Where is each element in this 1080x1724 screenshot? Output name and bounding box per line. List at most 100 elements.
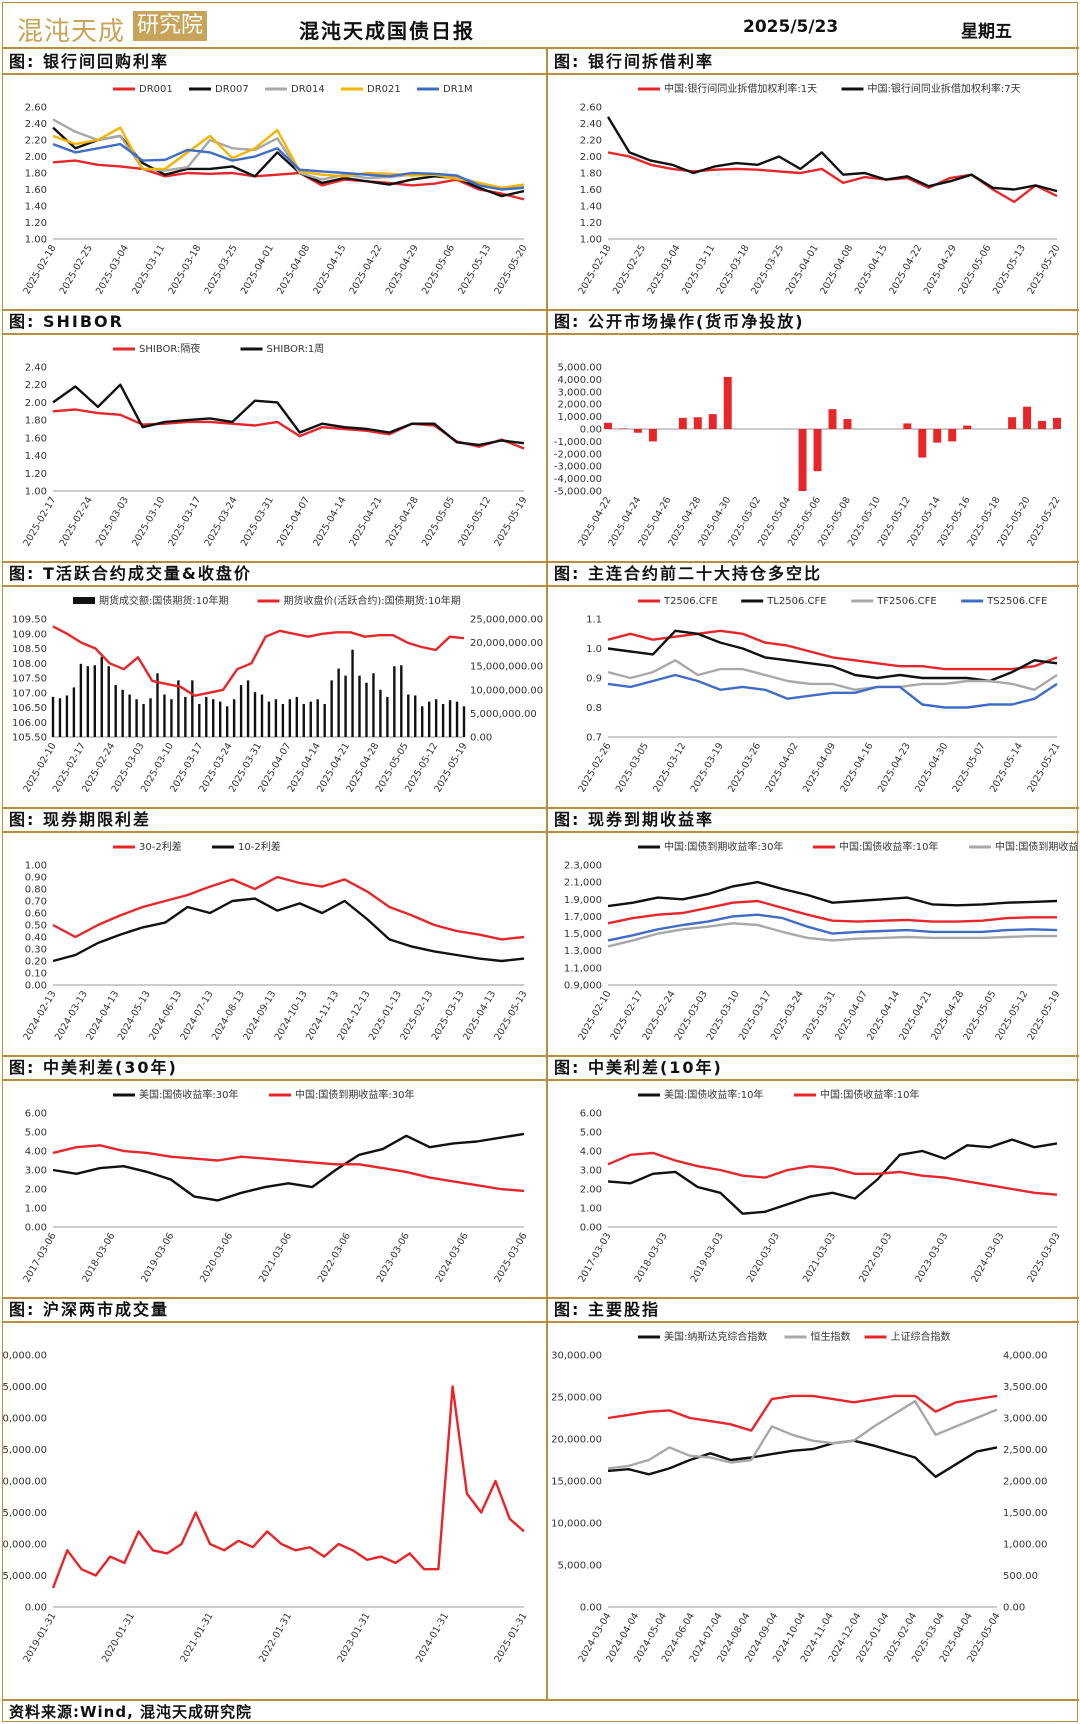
y-tick-label: 1.1 — [586, 615, 602, 626]
y-tick-label: 1.00 — [580, 1204, 602, 1215]
x-tick-label: 2025-04-15 — [853, 243, 890, 296]
y-tick-label: 0.10 — [25, 969, 47, 980]
x-tick-label: 2020-03-03 — [745, 1231, 782, 1284]
logo-box: 研究院 — [133, 11, 207, 41]
x-tick-label: 2025-02-17 — [21, 495, 58, 548]
bar — [51, 696, 55, 737]
x-tick-label: 2025-05-14 — [988, 741, 1025, 794]
legend-label: 美国:国债收益率:30年 — [139, 1088, 238, 1101]
legend-label: SHIBOR:隔夜 — [139, 342, 200, 355]
bar — [253, 692, 257, 737]
bar — [239, 685, 243, 737]
x-tick-label: 2025-03-19 — [689, 741, 726, 794]
y-tick-label: 106.50 — [12, 703, 47, 714]
chart-panel-4: 图: 公开市场操作(货币净投放) -5,000.00 -4,000.00 -3,000… — [548, 309, 1079, 561]
x-tick-label: 2022-01-31 — [257, 1611, 294, 1664]
y-tick-label: 15,000.00 — [3, 1508, 47, 1519]
chart-panel-10: 图: 中美利差(10年) 美国:国债收益率:10年 中国:国债收益率:10年 0.00… — [548, 1055, 1079, 1297]
x-tick-label: 2020-03-06 — [198, 1231, 235, 1284]
x-tick-label: 2025-04-29 — [384, 243, 421, 296]
column-divider — [546, 1297, 548, 1699]
y-tick-label: 1.00 — [25, 235, 47, 246]
x-tick-label: 2025-04-07 — [833, 989, 870, 1042]
chart-svg: 美国:国债收益率:10年 中国:国债收益率:10年 0.00 1.00 2.00 3.00… — [576, 1088, 1062, 1284]
y-tick-label: 1.40 — [25, 202, 47, 213]
y-tick-label: 20,000.00 — [551, 1435, 602, 1446]
y2-tick-label: 3,000.00 — [1003, 1414, 1048, 1425]
x-tick-label: 2025-02-18 — [576, 243, 613, 296]
x-tick-label: 2025-05-21 — [1025, 741, 1062, 794]
bar — [114, 685, 117, 737]
series-line — [606, 116, 1058, 193]
bar — [86, 666, 90, 737]
y-tick-label: 30,000.00 — [551, 1351, 602, 1362]
x-tick-label: 2024-02-13 — [21, 989, 58, 1042]
x-tick-label: 2022-03-03 — [857, 1231, 894, 1284]
x-tick-label: 2025-05-13 — [456, 243, 493, 296]
x-tick-label: 2025-03-10 — [130, 495, 167, 548]
report-header: 混沌天成 研究院 混沌天成国债日报 2025/5/23 星期五 — [3, 3, 1079, 49]
x-tick-label: 2025-04-16 — [838, 741, 875, 794]
series-line — [52, 875, 525, 941]
series-line — [52, 126, 525, 198]
bar — [693, 417, 702, 429]
bar — [218, 701, 222, 737]
y-tick-label: 0.00 — [25, 1603, 47, 1614]
y-tick-label: 1.5,000 — [564, 929, 602, 940]
bar — [407, 694, 410, 737]
series-line — [52, 159, 525, 201]
y-tick-label: 35,000.00 — [3, 1382, 47, 1393]
y-tick-label: 5.00 — [25, 1128, 47, 1139]
legend-label: 期货收盘价(活跃合约):国债期货:10年期 — [284, 594, 461, 607]
series-line — [607, 673, 1058, 709]
bar — [903, 423, 912, 429]
legend-label: 中国:国债收益率:10年 — [839, 840, 938, 853]
y-tick-label: 1.80 — [25, 416, 47, 427]
y-tick-label: 4.00 — [25, 1147, 47, 1158]
bar — [379, 689, 382, 737]
x-tick-label: 2025-03-26 — [726, 741, 763, 794]
bar — [142, 703, 145, 737]
legend-label: 美国:国债收益率:10年 — [664, 1088, 763, 1101]
bar — [441, 703, 445, 737]
bar — [933, 429, 942, 443]
y-tick-label: 1.00 — [580, 235, 602, 246]
bar — [65, 695, 69, 737]
chart-svg: 中国:国债到期收益率:30年中国:国债收益率:10年中国:国债到期收益率:2年中… — [564, 840, 1079, 1042]
x-tick-label: 2018-03-06 — [80, 1231, 117, 1284]
series-line — [52, 1144, 525, 1193]
x-tick-label: 2025-02-10 — [576, 989, 613, 1042]
bar — [1038, 420, 1047, 429]
x-tick-label: 2025-03-13 — [430, 989, 467, 1042]
series-line — [52, 408, 525, 450]
y2-tick-label: 0.00 — [1003, 1603, 1025, 1614]
bar — [813, 429, 822, 472]
y-tick-label: 1.9,000 — [564, 895, 602, 906]
x-tick-label: 2025-05-06 — [956, 243, 993, 296]
chart-svg: 美国:纳斯达克综合指数 恒生指数 上证综合指数 0.00 5,000.00 10,000.… — [551, 1330, 1048, 1664]
x-tick-label: 2025-03-12 — [651, 741, 688, 794]
legend-label: TL2506.CFE — [766, 596, 826, 607]
y-tick-label: 1.40 — [25, 451, 47, 462]
bar — [149, 698, 152, 737]
bar — [295, 696, 299, 737]
x-tick-label: 2024-11-13 — [304, 989, 341, 1042]
series-line — [607, 880, 1058, 908]
y-tick-label: 1.40 — [580, 202, 602, 213]
y-tick-label: 3.00 — [25, 1166, 47, 1177]
x-tick-label: 2025-04-22 — [887, 243, 924, 296]
x-tick-label: 2025-02-24 — [641, 989, 678, 1042]
y-tick-label: 1.00 — [25, 861, 47, 872]
bar — [400, 665, 403, 737]
chart-svg: T2506.CFE TL2506.CFE TF2506.CFE TS2506.CFE 0… — [576, 596, 1062, 794]
bar — [1053, 417, 1061, 429]
y-tick-label: 1.60 — [580, 185, 602, 196]
series-line — [607, 629, 1058, 683]
x-tick-label: 2025-04-28 — [929, 989, 966, 1042]
chart-svg: SHIBOR:隔夜 SHIBOR:1周 1.00 1.20 1.40 1.60 1.80 2.… — [21, 342, 529, 548]
y-tick-label: 0.00 — [25, 981, 47, 992]
chart-title: 图: 现券到期收益率 — [548, 807, 1079, 833]
y-tick-label: 0.00 — [580, 1223, 602, 1234]
x-tick-label: 2025-04-15 — [311, 243, 348, 296]
